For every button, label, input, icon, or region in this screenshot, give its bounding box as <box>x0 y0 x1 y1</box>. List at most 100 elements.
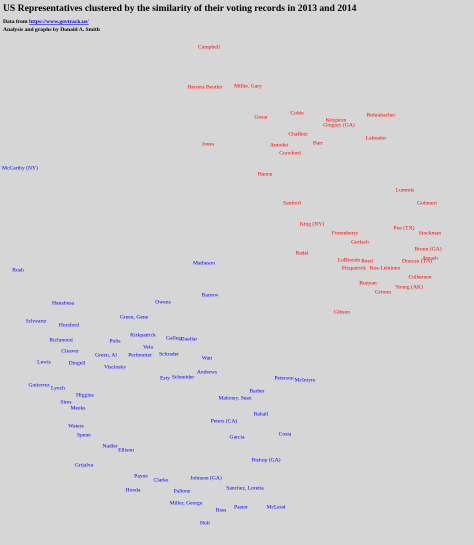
member-label: Amodei <box>270 142 288 148</box>
member-label: Green, Al <box>95 352 117 358</box>
member-label: Owens <box>155 299 171 305</box>
member-label: LoBiondo <box>338 257 361 263</box>
member-label: Ros-Lehtinen <box>370 265 401 271</box>
member-label: Vela <box>143 344 153 350</box>
member-label: Lummis <box>396 187 415 193</box>
member-label: Chaffetz <box>288 130 308 137</box>
member-label: Green, Gene <box>120 314 149 320</box>
member-label: Rohrabacher <box>367 112 396 118</box>
source-link[interactable]: https://www.govtrack.us/ <box>29 19 89 25</box>
member-label: Duncan (TN) <box>402 257 432 264</box>
member-label: Costa <box>279 431 292 437</box>
member-label: Clarke <box>154 477 169 483</box>
member-label: McIntyre <box>295 377 316 383</box>
member-label: Culberson <box>409 274 432 280</box>
member-label: Young (AK) <box>395 283 423 290</box>
member-label: Rahall <box>254 411 269 417</box>
member-label: Labrador <box>366 135 387 141</box>
member-label: Bishop (GA) <box>251 456 280 463</box>
member-label: Speier <box>77 432 91 438</box>
member-label: Barrow <box>202 292 220 298</box>
credit: Analysis and graphs by Donald A. Smith <box>3 27 101 33</box>
source-prefix: Data from <box>3 19 28 25</box>
member-label: Rush <box>12 267 24 273</box>
member-label: Grimm <box>375 289 392 295</box>
member-label: Radel <box>295 250 308 256</box>
member-label: Schwartz <box>26 318 47 324</box>
member-label: Herrera Beutler <box>188 84 223 90</box>
member-label: Lynch <box>51 385 65 391</box>
member-label: Horsford <box>59 321 79 328</box>
member-label: Dingell <box>69 360 86 366</box>
member-label: Gibson <box>334 309 350 315</box>
member-label: Waters <box>68 423 83 429</box>
member-label: Sires <box>60 399 71 405</box>
member-label: Sanford <box>283 199 301 206</box>
member-label: Garcia <box>230 434 245 440</box>
member-label: Sanchez, Loretta <box>226 485 264 491</box>
member-label: Gerlach <box>351 239 369 245</box>
member-label: Hanna <box>258 171 273 177</box>
member-label: Miller, George <box>170 500 203 506</box>
member-label: Cleaver <box>61 348 79 354</box>
member-label: Amash <box>422 255 438 261</box>
member-label: Kirkpatrick <box>130 332 156 338</box>
member-label: Reed <box>361 258 373 264</box>
member-label: Johnson (GA) <box>190 474 222 481</box>
member-label: Barber <box>249 388 264 394</box>
member-label: Runyan <box>359 280 377 286</box>
member-label: Kingston <box>326 117 347 123</box>
member-label: Andrews <box>197 369 217 375</box>
member-label: Peterson <box>274 375 293 381</box>
member-label: Jones <box>202 141 214 147</box>
member-label: Holt <box>200 520 210 526</box>
member-label: Crawford <box>279 149 301 156</box>
member-label: Hanabusa <box>52 300 75 306</box>
member-label: Honda <box>126 487 141 493</box>
member-label: Campbell <box>198 44 220 50</box>
member-label: McLeod <box>267 504 286 510</box>
member-label: Schneider <box>172 374 195 380</box>
member-label: Polis <box>109 338 120 344</box>
member-label: Stockman <box>419 230 442 236</box>
plot-area: Campbell Herrera Beutler Miller, Gary Gosar… <box>2 44 442 526</box>
member-label: Fitzpatrick <box>342 265 366 271</box>
member-label: Gingrey (GA) <box>323 121 355 128</box>
member-label: King (NY) <box>300 220 325 227</box>
member-label: Barr <box>313 140 323 146</box>
member-label: Peters (CA) <box>211 417 238 424</box>
member-label: Gallego <box>166 335 184 341</box>
member-label: Perlmutter <box>128 352 152 358</box>
member-label: Pastor <box>234 504 248 510</box>
member-label: Bass <box>216 507 227 513</box>
member-label: Gosar <box>254 114 267 120</box>
member-label: Grijalva <box>75 462 94 468</box>
member-label: Richmond <box>49 337 73 343</box>
member-label: Schrader <box>159 351 179 357</box>
source: Data from https://www.govtrack.us/ <box>3 19 89 25</box>
member-label: Pallone <box>174 488 191 494</box>
member-label: Payne <box>134 473 148 479</box>
member-label: McCarthy (NY) <box>2 164 38 171</box>
member-label: Lewis <box>37 359 51 365</box>
member-label: Meeks <box>71 405 86 411</box>
member-label: Maloney, Sean <box>218 395 251 401</box>
member-label: Gutierrez <box>28 382 50 388</box>
member-label: Gohmert <box>417 200 437 206</box>
member-label: Coble <box>290 110 304 116</box>
member-label: Matheson <box>193 260 215 266</box>
member-label: Ellison <box>118 447 134 453</box>
member-label: Visclosky <box>104 364 126 370</box>
member-label: Miller, Gary <box>234 83 262 89</box>
member-label: Cuellar <box>181 336 198 342</box>
member-label: Fortenberry <box>332 230 359 236</box>
member-label: Poe (TX) <box>394 224 415 231</box>
chart-title: US Representatives clustered by the simi… <box>3 3 357 14</box>
member-label: Esty <box>160 375 170 381</box>
member-label: Nadler <box>102 443 117 449</box>
member-label: Watt <box>202 355 213 361</box>
member-label: Broun (GA) <box>414 245 441 252</box>
member-label: Higgins <box>76 392 94 398</box>
